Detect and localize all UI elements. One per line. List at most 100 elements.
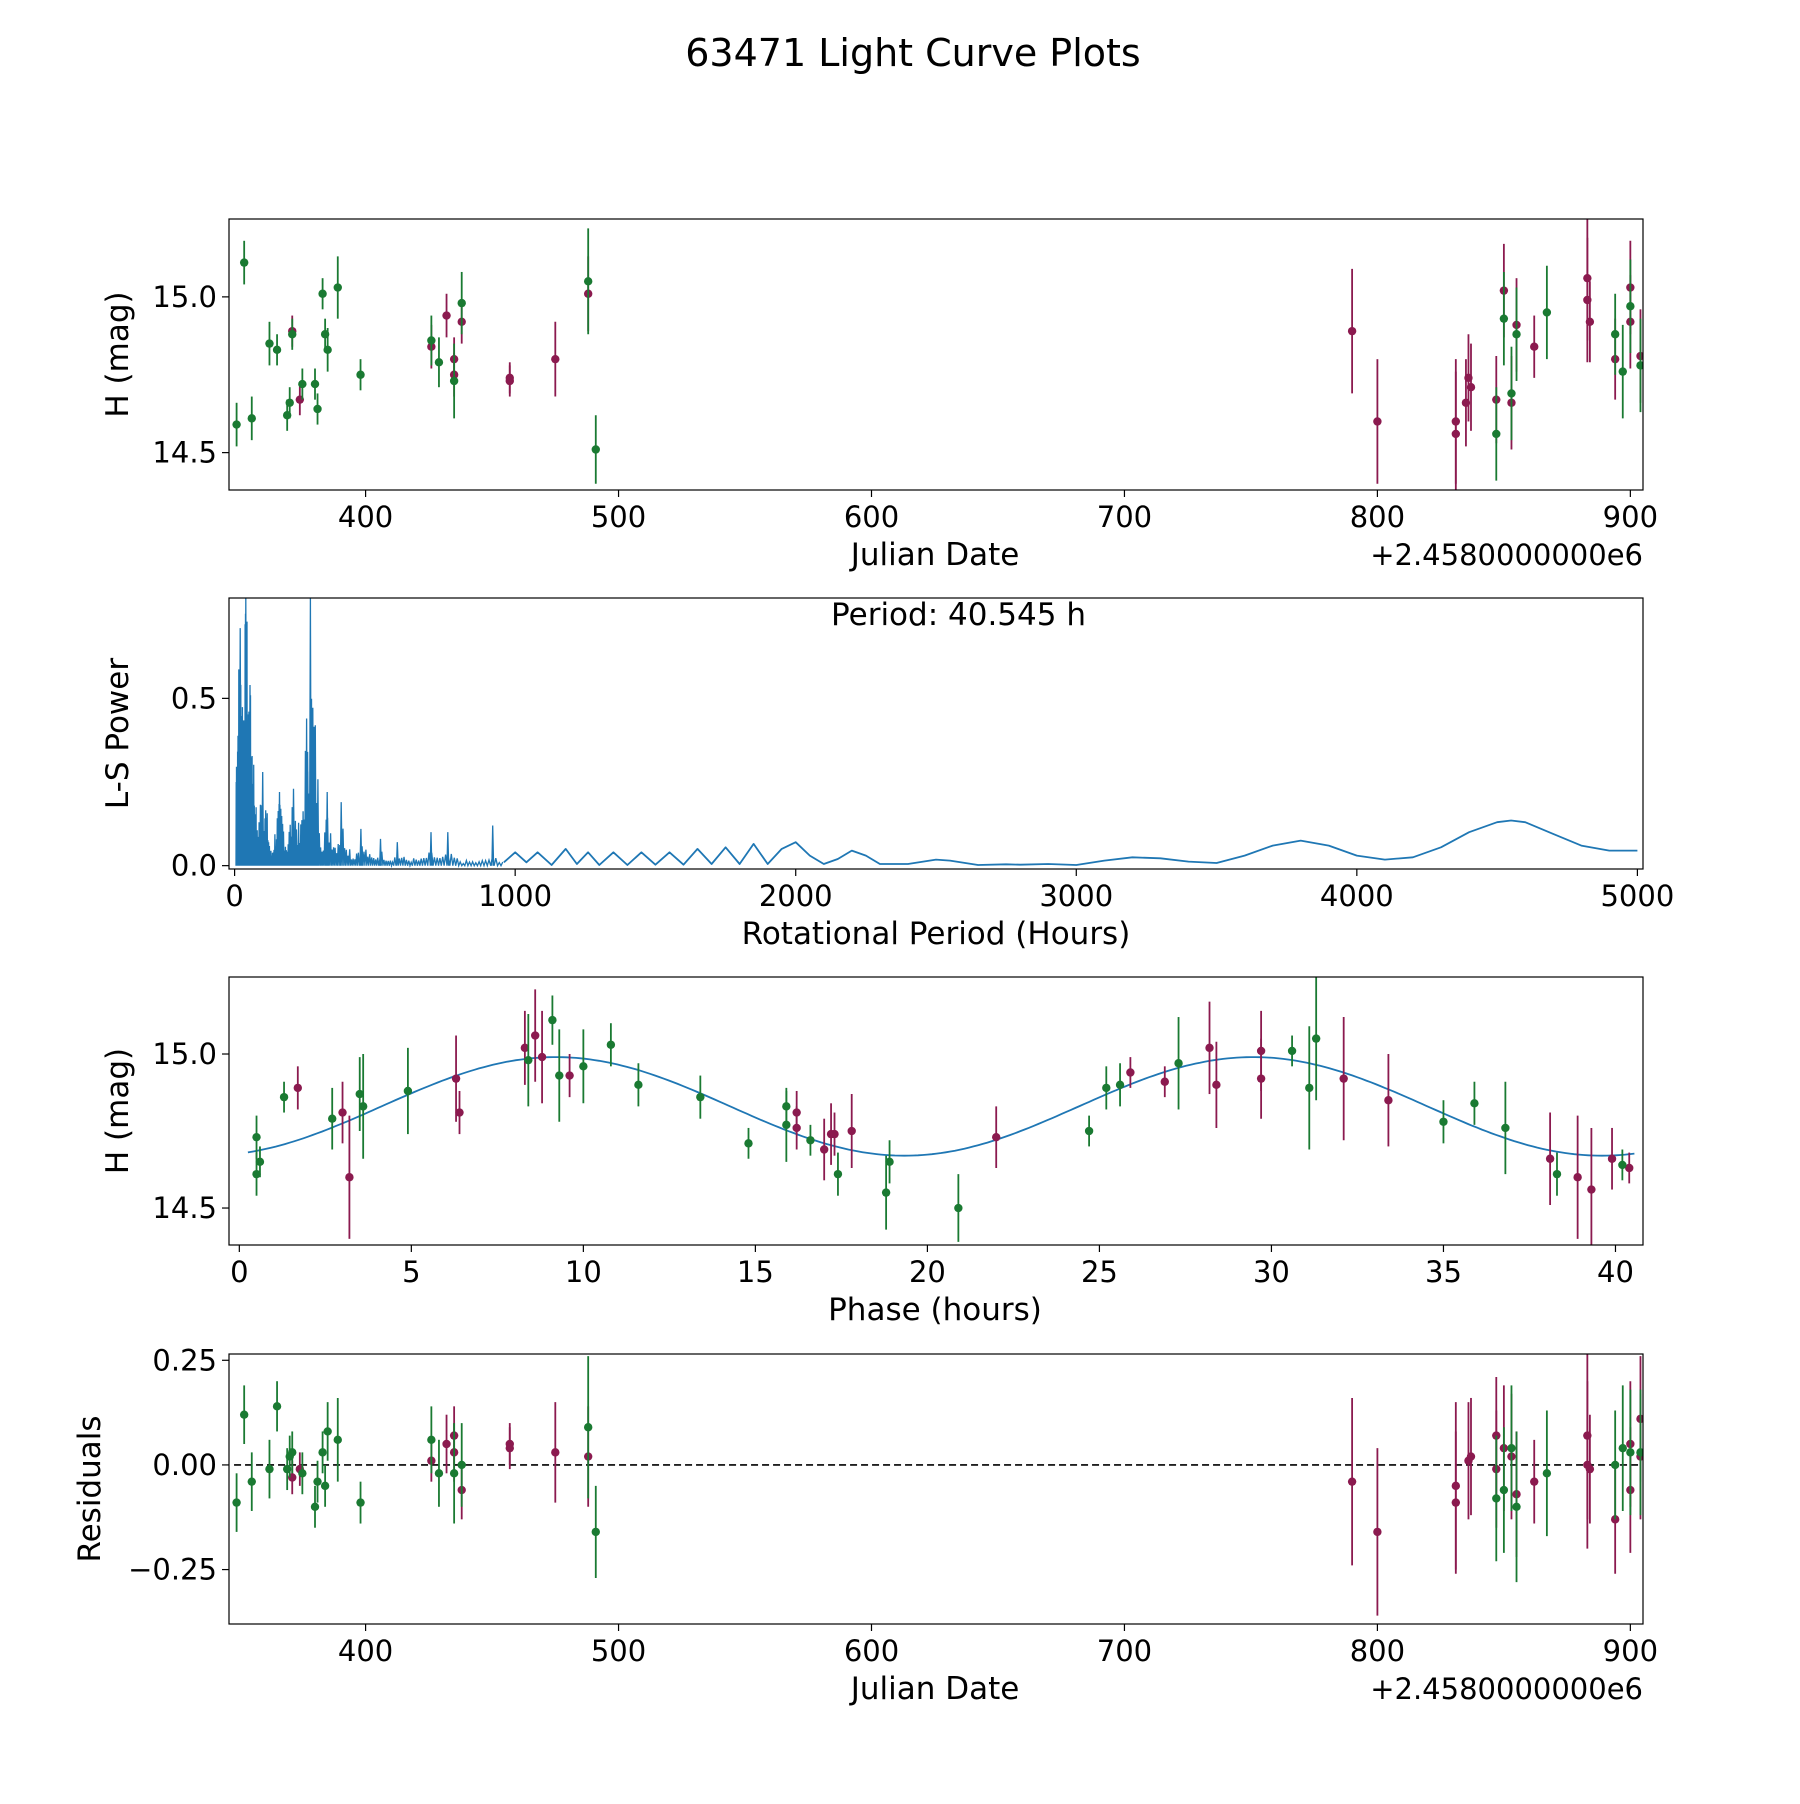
data-point (442, 311, 451, 320)
data-point (323, 1427, 332, 1436)
data-point (583, 277, 593, 286)
data-point (356, 1498, 365, 1507)
data-point (265, 1464, 274, 1474)
data-point (782, 1102, 791, 1111)
data-point (333, 1435, 342, 1445)
data-point (1542, 308, 1552, 317)
x-tick-label: 30 (1253, 1255, 1290, 1289)
data-point (310, 1502, 320, 1511)
data-point (1530, 1477, 1539, 1486)
data-point (1384, 1096, 1393, 1105)
figure-title: 63471 Light Curve Plots (685, 31, 1140, 75)
panel-periodogram: 0 1000 2000 3000 4000 5000 0.0 0.5 Rotational Pe… (100, 597, 1674, 952)
data-point (1607, 1154, 1617, 1163)
data-point (1499, 314, 1509, 323)
data-point (1174, 1059, 1183, 1068)
series-band_a (293, 989, 1634, 1245)
data-point (520, 1043, 530, 1053)
y-axis-label: Residuals (72, 1415, 108, 1562)
model-curve (247, 1056, 1635, 1157)
x-tick-label: 600 (844, 1634, 899, 1668)
data-point (434, 1469, 444, 1478)
data-point (530, 1031, 540, 1040)
x-tick-label: 5 (402, 1255, 420, 1289)
data-point (293, 1083, 303, 1093)
data-point (1610, 1460, 1620, 1470)
y-axis-label: H (mag) (100, 291, 136, 417)
data-point (1470, 1099, 1479, 1108)
x-tick-label: 25 (1081, 1255, 1118, 1289)
series-band_b (252, 977, 1627, 1242)
data-point (1618, 1160, 1627, 1170)
x-tick-label: 5000 (1600, 879, 1674, 913)
data-point (442, 1439, 451, 1449)
x-tick-label: 40 (1597, 1255, 1634, 1289)
residuals-data (232, 1354, 1643, 1616)
data-point (427, 1435, 436, 1445)
axes-frame (228, 976, 1644, 1246)
data-point (1451, 1498, 1461, 1507)
data-point (1530, 342, 1539, 351)
series-band_a (288, 219, 1643, 490)
data-point (320, 1481, 330, 1491)
data-point (255, 1157, 265, 1167)
x-tick-label: 10 (565, 1255, 602, 1289)
data-point (1466, 383, 1476, 392)
data-point (232, 420, 241, 429)
panel-phased: 0 5 10 15 20 25 30 35 40 14.5 15.0 Phase (hours) H (… (100, 976, 1644, 1328)
x-tick-label: 2000 (759, 879, 833, 913)
data-point (1126, 1068, 1135, 1077)
data-point (288, 1448, 297, 1457)
data-point (318, 289, 327, 298)
data-point (1212, 1080, 1221, 1090)
data-point (885, 1157, 894, 1167)
data-point (1492, 429, 1501, 439)
x-tick-label: 15 (737, 1255, 774, 1289)
x-offset-label: +2.4580000000e6 (1370, 538, 1643, 572)
data-point (403, 1086, 413, 1096)
data-point (1636, 1448, 1643, 1457)
data-point (782, 1120, 791, 1130)
data-point (434, 358, 444, 367)
data-point (298, 379, 307, 389)
y-tick-label: 14.5 (152, 1191, 217, 1225)
y-tick-label: 15.0 (152, 1037, 217, 1071)
y-axis-label: H (mag) (100, 1048, 136, 1174)
axes-frame (228, 597, 1644, 870)
data-point (505, 376, 514, 386)
data-point (524, 1055, 533, 1065)
data-point (954, 1203, 963, 1213)
data-point (1160, 1077, 1169, 1086)
data-point (1587, 1185, 1596, 1194)
data-point (992, 1132, 1001, 1142)
data-point (1585, 1464, 1595, 1474)
series-band_b (232, 228, 1643, 484)
x-tick-label: 500 (591, 500, 646, 534)
data-point (881, 1188, 891, 1197)
data-point (313, 1477, 322, 1486)
phased-data (247, 977, 1635, 1245)
data-point (1339, 1074, 1348, 1083)
data-point (1618, 1443, 1627, 1453)
data-point (1115, 1080, 1125, 1090)
data-point (1618, 367, 1627, 376)
y-tick-label: 14.5 (152, 436, 217, 470)
data-point (1347, 1477, 1357, 1486)
panel-lightcurve: 400 500 600 700 800 900 14.5 15.0 Julian Date H (… (100, 218, 1658, 573)
data-point (591, 1527, 600, 1537)
x-tick-label: 400 (338, 1634, 393, 1668)
data-point (1585, 317, 1595, 326)
data-point (318, 1448, 327, 1457)
data-point (792, 1123, 801, 1133)
data-point (551, 1448, 560, 1457)
x-tick-label: 500 (591, 1634, 646, 1668)
y-axis-label: L-S Power (100, 658, 136, 809)
data-point (239, 258, 249, 267)
x-tick-label: 900 (1603, 500, 1658, 534)
data-point (247, 1477, 256, 1486)
data-point (310, 379, 320, 389)
data-point (830, 1129, 839, 1139)
data-point (819, 1145, 829, 1154)
